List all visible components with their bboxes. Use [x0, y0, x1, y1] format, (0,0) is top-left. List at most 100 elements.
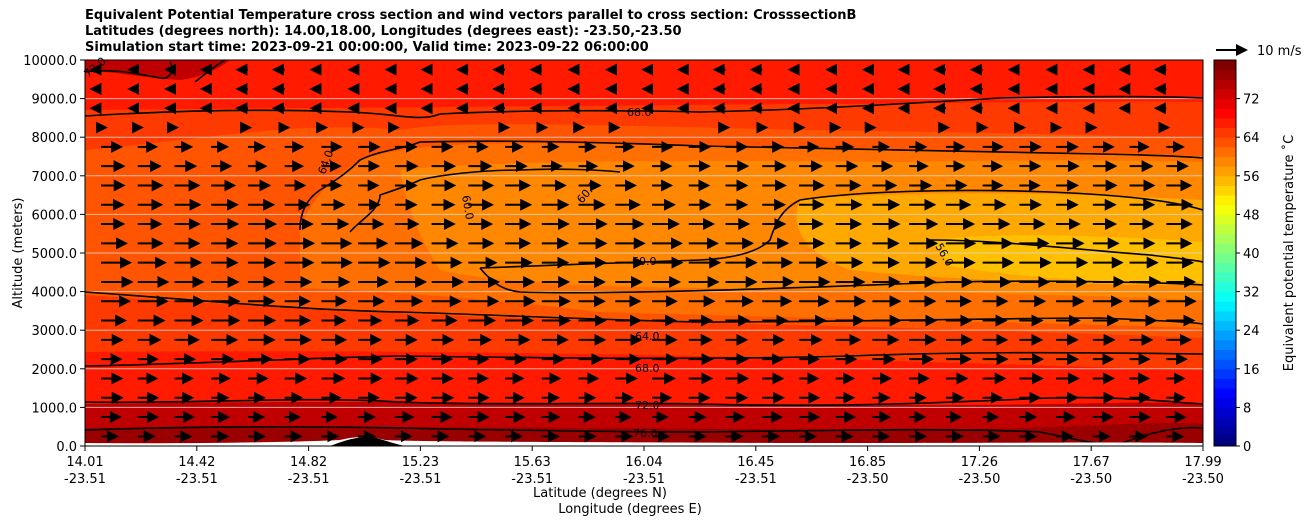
colorbar-segment — [1214, 195, 1236, 206]
y-axis: 0.0 1000.0 2000.0 3000.0 4000.0 5000.0 6000.0 7… — [23, 54, 85, 455]
x-tick-label-lat: 14.01 — [66, 455, 103, 470]
x-tick-label-lat: 15.63 — [514, 455, 551, 470]
wind-vectors — [89, 63, 1197, 443]
colorbar-segment — [1214, 146, 1236, 157]
colorbar-segment — [1214, 60, 1236, 71]
colorbar-segment — [1214, 436, 1236, 447]
y-tick-label: 3000.0 — [32, 324, 78, 339]
colorbar-segment — [1214, 117, 1236, 129]
colorbar-segment — [1214, 224, 1236, 235]
x-tick-label-lon: -23.50 — [847, 472, 889, 487]
field-57-band — [930, 235, 1203, 283]
colorbar-segment — [1214, 349, 1236, 360]
contour-label: 68.0 — [635, 362, 660, 375]
y-tick-label: 4000.0 — [32, 286, 78, 301]
x-tick-label-lat: 17.67 — [1073, 455, 1110, 470]
colorbar-tick-label: 32 — [1243, 286, 1260, 301]
y-tick-label: 8000.0 — [32, 131, 78, 146]
colorbar-tick-label: 16 — [1243, 363, 1260, 378]
colorbar-segment — [1214, 301, 1236, 312]
colorbar-segment — [1214, 243, 1236, 254]
colorbar-segment — [1214, 233, 1236, 244]
quiver-key-label: 10 m/s — [1257, 44, 1302, 59]
contour-label: 60.0 — [459, 194, 476, 220]
x-tick-label-lat: 16.04 — [625, 455, 662, 470]
x-axis-label-lat: Latitude (degrees N) — [533, 486, 667, 501]
colorbar-segment — [1214, 368, 1236, 379]
contour-64-lower — [85, 291, 1203, 325]
colorbar-segment — [1214, 407, 1236, 418]
colorbar-segment — [1214, 291, 1236, 302]
colorbar-segment — [1214, 253, 1236, 264]
colorbar-segment — [1214, 69, 1236, 80]
colorbar-segment — [1214, 310, 1236, 322]
colorbar-segment — [1214, 272, 1236, 283]
field-top-corner — [85, 60, 230, 80]
y-tick-label: 5000.0 — [32, 247, 78, 262]
contour-60-upper — [799, 189, 1203, 211]
y-tick-label: 6000.0 — [32, 208, 78, 223]
colorbar-segment — [1214, 426, 1236, 437]
y-axis-label: Altitude (meters) — [11, 198, 26, 309]
x-tick-label-lon: -23.50 — [958, 472, 1000, 487]
colorbar-segment — [1214, 339, 1236, 350]
contour-64-upper — [299, 140, 1203, 231]
colorbar-segment — [1214, 127, 1236, 138]
chart-title: Equivalent Potential Temperature cross s… — [85, 8, 856, 56]
colorbar-tick-label: 24 — [1243, 324, 1260, 339]
title-line-2: Latitudes (degrees north): 14.00,18.00, … — [85, 24, 682, 39]
colorbar-segment — [1214, 281, 1236, 293]
x-tick-label-lat: 17.26 — [961, 455, 998, 470]
y-tick-label: 2000.0 — [32, 363, 78, 378]
x-tick-label-lon: -23.51 — [176, 472, 218, 487]
x-tick-label-lat: 16.45 — [737, 455, 774, 470]
title-line-1: Equivalent Potential Temperature cross s… — [85, 8, 857, 23]
colorbar-segment — [1214, 166, 1236, 177]
x-tick-label-lon: -23.51 — [735, 472, 777, 487]
colorbar-segment — [1214, 417, 1236, 428]
x-tick-label-lat: 16.85 — [849, 455, 886, 470]
colorbar-segment — [1214, 204, 1236, 215]
title-line-3: Simulation start time: 2023-09-21 00:00:… — [85, 40, 649, 55]
y-tick-label: 0.0 — [56, 440, 77, 455]
y-tick-label: 1000.0 — [32, 401, 78, 416]
y-tick-label: 7000.0 — [32, 170, 78, 185]
y-tick-label: 9000.0 — [32, 93, 78, 108]
colorbar-tick-label: 8 — [1243, 401, 1251, 416]
colorbar-segment — [1214, 185, 1236, 196]
x-tick-label-lon: -23.50 — [1070, 472, 1112, 487]
x-tick-label-lat: 17.99 — [1184, 455, 1221, 470]
colorbar-segment — [1214, 98, 1236, 109]
colorbar-segment — [1214, 359, 1236, 370]
colorbar-segment — [1214, 397, 1236, 408]
colorbar-segment — [1214, 79, 1236, 90]
contour-label: 64.0 — [635, 330, 660, 343]
y-gridlines — [85, 98, 1203, 408]
x-tick-label-lon: -23.51 — [64, 472, 106, 487]
contour-label: 76.0 — [633, 427, 658, 440]
colorbar-segment — [1214, 175, 1236, 186]
y-tick-label: 10000.0 — [23, 54, 77, 69]
colorbar: 0 8 16 24 32 40 48 56 64 72 — [1213, 59, 1260, 455]
x-tick-label-lat: 15.23 — [402, 455, 439, 470]
colorbar-tick-label: 56 — [1243, 170, 1260, 185]
colorbar-segment — [1214, 378, 1236, 389]
colorbar-segment — [1214, 388, 1236, 399]
x-tick-label-lat: 14.82 — [290, 455, 327, 470]
colorbar-tick-label: 72 — [1243, 93, 1260, 108]
colorbar-tick-label: 40 — [1243, 247, 1260, 262]
colorbar-segment — [1214, 330, 1236, 341]
x-axis-label-lon: Longitude (degrees E) — [558, 502, 702, 517]
x-tick-label-lon: -23.51 — [623, 472, 665, 487]
colorbar-segment — [1214, 320, 1236, 331]
contour-label: 72.0 — [635, 399, 660, 412]
colorbar-segment — [1214, 108, 1236, 119]
x-tick-label-lon: -23.51 — [288, 472, 330, 487]
colorbar-segment — [1214, 156, 1236, 167]
x-tick-label-lat: 14.42 — [178, 455, 215, 470]
x-tick-label-lon: -23.50 — [1182, 472, 1224, 487]
colorbar-segment — [1214, 214, 1236, 225]
colorbar-label: Equivalent potential temperature ˚C — [1281, 135, 1297, 371]
colorbar-segment — [1214, 88, 1236, 100]
